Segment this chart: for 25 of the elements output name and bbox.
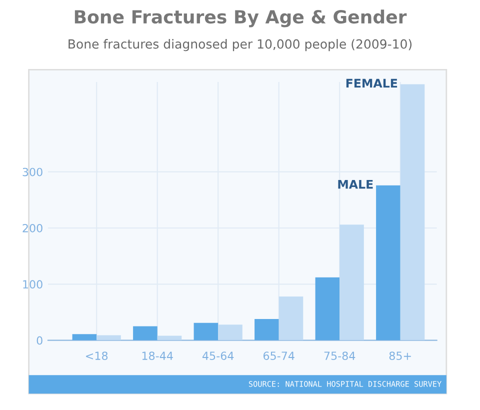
bar bbox=[96, 335, 121, 340]
bar bbox=[133, 326, 158, 340]
y-tick-label: 100 bbox=[23, 280, 42, 289]
bar bbox=[376, 185, 400, 340]
bar bbox=[194, 322, 218, 340]
chart-subtitle: Bone fractures diagnosed per 10,000 people (2009-10) bbox=[68, 39, 412, 52]
x-tick-label: <18 bbox=[86, 352, 108, 360]
series-label: FEMALE bbox=[346, 78, 398, 88]
x-tick-label: 18-44 bbox=[142, 352, 173, 360]
bar bbox=[315, 277, 340, 340]
series-label: MALE bbox=[338, 180, 373, 189]
bar bbox=[278, 296, 304, 340]
x-tick-label: 65-74 bbox=[263, 352, 294, 360]
y-tick-label: 300 bbox=[22, 168, 42, 176]
x-tick-label: 75-84 bbox=[324, 352, 356, 360]
bar bbox=[72, 334, 97, 340]
chart-title: Bone Fractures By Age & Gender bbox=[74, 10, 407, 28]
bar bbox=[400, 84, 425, 340]
x-tick-label: 45-64 bbox=[202, 352, 234, 360]
bar bbox=[218, 324, 242, 340]
bar bbox=[340, 224, 364, 340]
y-tick-label: 0 bbox=[36, 336, 42, 345]
y-tick-label: 200 bbox=[22, 224, 42, 232]
bar bbox=[254, 318, 279, 340]
x-tick-label: 85+ bbox=[389, 352, 411, 360]
